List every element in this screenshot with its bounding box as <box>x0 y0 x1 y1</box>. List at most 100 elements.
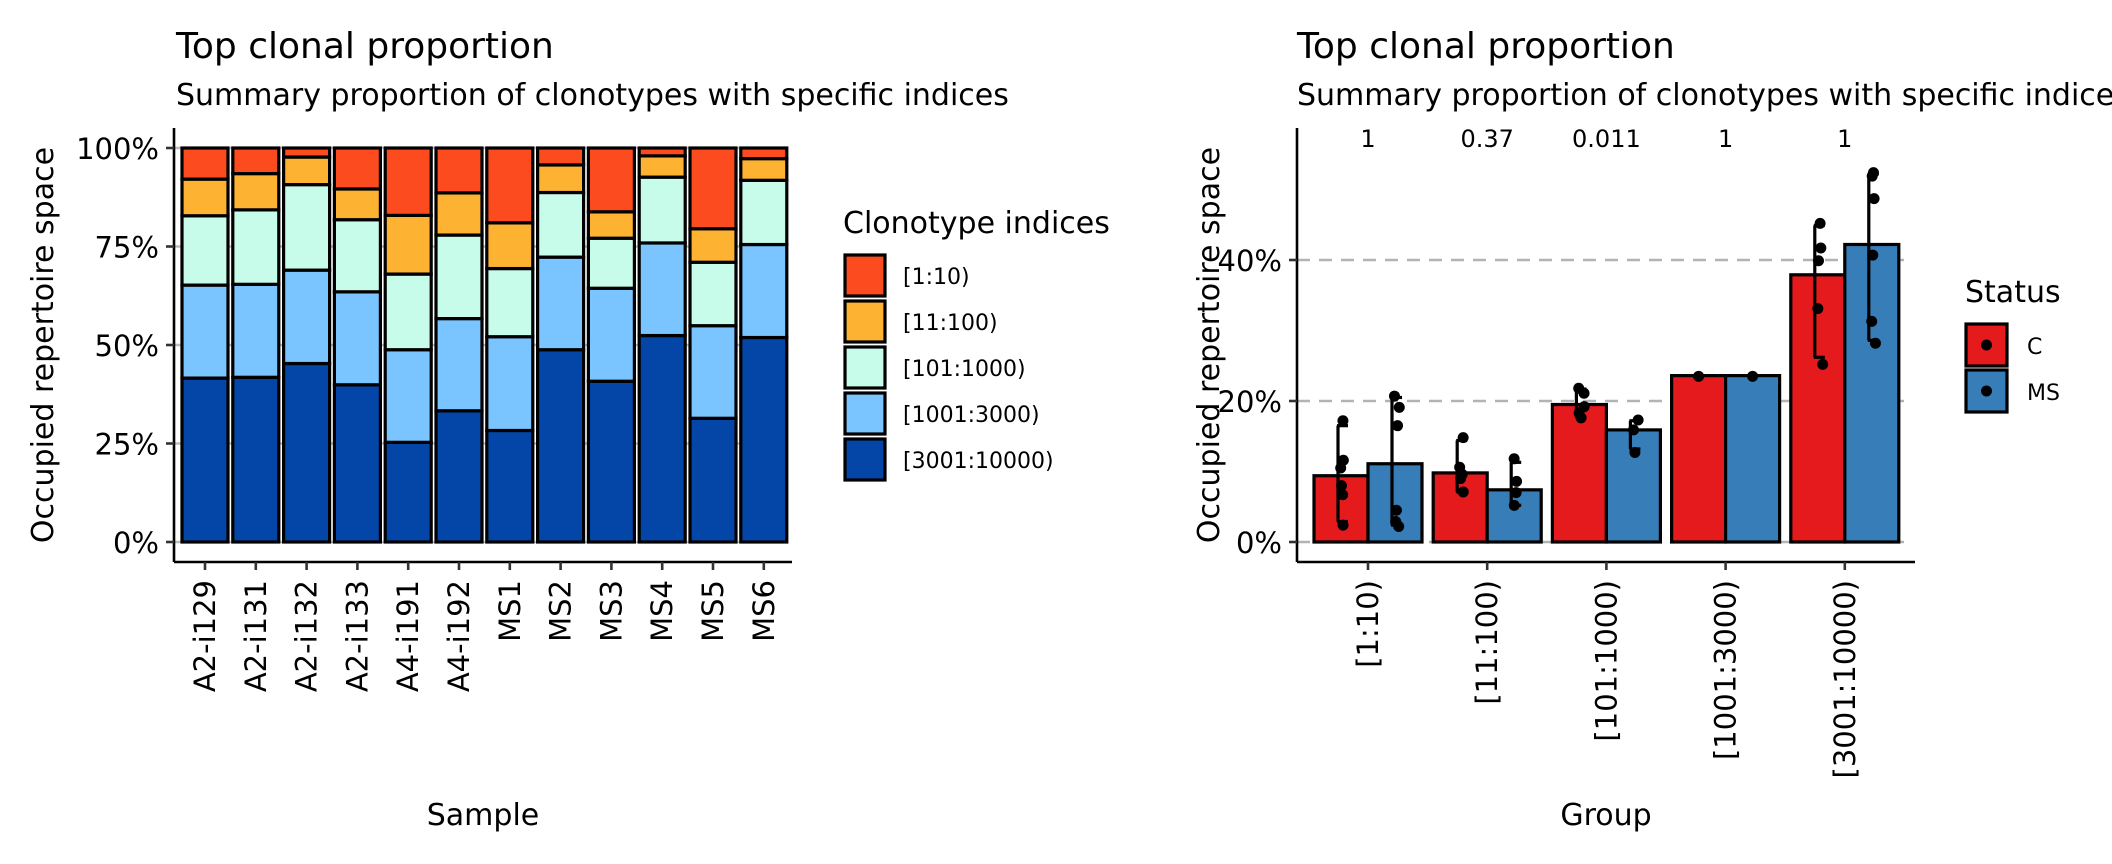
legend-key-label: [1001:3000) <box>903 403 1040 428</box>
left-x-tick-label: A4-i192 <box>442 580 476 692</box>
grouped-bar-panel: Top clonal proportion Summary proportion… <box>1192 26 2112 833</box>
stacked-bar-segment <box>637 175 687 245</box>
stacked-bar-segment <box>688 324 738 420</box>
data-point <box>1812 255 1824 267</box>
stacked-bar-segment <box>586 379 637 544</box>
right-points <box>1335 167 1881 532</box>
stacked-bar-segment <box>637 154 687 179</box>
left-chart-title: Top clonal proportion <box>175 26 554 67</box>
stacked-bar-segment <box>637 146 687 158</box>
right-bars <box>1312 242 1901 544</box>
stacked-bar-segment <box>739 242 789 340</box>
data-point <box>1812 303 1824 315</box>
status-bar-c <box>1550 402 1609 544</box>
legend-key-label: [11:100) <box>903 311 998 336</box>
status-bar-ms <box>1843 242 1901 544</box>
left-x-tick-label: MS4 <box>645 580 679 642</box>
p-value-label: 1 <box>1718 125 1733 153</box>
right-x-tick-label: [101:1000) <box>1589 580 1623 742</box>
stacked-bar-segment <box>485 428 535 544</box>
right-x-tick-label: [1:10) <box>1351 580 1385 668</box>
data-point <box>1337 415 1349 427</box>
legend-key-swatch-ms <box>1964 368 2009 414</box>
status-bar-ms <box>1604 428 1663 544</box>
right-y-tick-label: 0% <box>1236 526 1282 560</box>
left-chart-subtitle: Summary proportion of clonotypes with sp… <box>176 78 1009 113</box>
stacked-bar-segment <box>688 227 738 264</box>
stacked-bar-segment <box>739 335 789 544</box>
stacked-bar-segment <box>231 146 281 176</box>
stacked-bar-segment <box>688 146 738 231</box>
stacked-bar-segment <box>434 409 484 544</box>
left-y-ticks: 0% 25% 50% 75% 100% <box>76 132 174 560</box>
stacked-bar-segment <box>485 335 535 433</box>
stacked-bar-segment <box>688 260 738 328</box>
data-point <box>1457 432 1469 444</box>
legend-key-label: C <box>2027 335 2042 360</box>
stacked-bar-segment <box>180 376 230 544</box>
data-point <box>1814 217 1826 229</box>
stacked-bar-segment <box>586 236 637 290</box>
data-point <box>1578 387 1590 399</box>
stacked-bar-segment <box>332 290 382 387</box>
left-x-tick-label: MS5 <box>696 580 730 642</box>
stacked-bar-segment <box>282 183 332 272</box>
status-bar-ms <box>1723 374 1782 544</box>
stacked-bar-segment <box>434 233 484 321</box>
left-y-tick-label: 0% <box>113 526 159 560</box>
left-y-tick-label: 75% <box>95 231 159 265</box>
left-x-tick-label: MS2 <box>544 580 578 642</box>
right-chart-title: Top clonal proportion <box>1296 26 1675 67</box>
stacked-bar-segment <box>383 146 433 217</box>
data-point <box>1817 358 1829 370</box>
data-point <box>1867 249 1879 261</box>
data-point <box>1628 424 1640 436</box>
status-bar-c <box>1431 471 1489 544</box>
p-value-label: 1 <box>1837 125 1852 153</box>
left-legend-title: Clonotype indices <box>843 206 1110 241</box>
stacked-bar-segment <box>739 146 789 161</box>
stacked-bar-segment <box>383 440 433 544</box>
stacked-bar-segment <box>535 255 586 352</box>
legend-key-label: MS <box>2027 381 2060 406</box>
data-point <box>1510 487 1522 499</box>
stacked-bar-segment <box>535 146 586 167</box>
stacked-bar-segment <box>180 146 230 181</box>
p-value-label: 1 <box>1360 125 1375 153</box>
stacked-bar-segment <box>332 383 382 544</box>
data-point <box>1392 420 1404 432</box>
stacked-bar-segment <box>637 333 687 544</box>
data-point <box>1866 315 1878 327</box>
left-x-tick-label: A2-i132 <box>290 580 324 692</box>
stacked-bar-segment <box>739 157 789 182</box>
stacked-bar-panel: Top clonal proportion Summary proportion… <box>26 26 1110 833</box>
right-chart-subtitle: Summary proportion of clonotypes with sp… <box>1297 78 2112 113</box>
right-legend: Status C MS <box>1964 275 2061 414</box>
data-point <box>1337 489 1349 501</box>
stacked-bar-segment <box>282 155 332 187</box>
data-point <box>1388 390 1400 402</box>
left-y-axis-title: Occupied repertoire space <box>26 147 61 543</box>
right-legend-title: Status <box>1965 275 2061 310</box>
left-x-tick-label: MS6 <box>747 580 781 642</box>
right-x-ticks: [1:10) [11:100) [101:1000) [1001:3000) [3001… <box>1351 562 1862 778</box>
data-point <box>1508 453 1520 465</box>
stacked-bar-segment <box>231 375 281 544</box>
stacked-bar-segment <box>586 286 637 383</box>
left-bars <box>180 146 789 544</box>
stacked-bar-segment <box>282 268 332 366</box>
data-point <box>1869 337 1881 349</box>
stacked-bar-segment <box>231 172 281 212</box>
legend-point-icon <box>1981 339 1992 351</box>
data-point <box>1393 520 1405 532</box>
stacked-bar-segment <box>282 146 332 159</box>
stacked-bar-segment <box>434 191 484 237</box>
data-point <box>1815 242 1827 254</box>
stacked-bar-segment <box>383 348 433 444</box>
legend-key-label: [101:1000) <box>903 357 1026 382</box>
left-x-tick-label: A2-i133 <box>340 580 374 692</box>
legend-key-swatch <box>843 345 887 390</box>
stacked-bar-segment <box>383 272 433 352</box>
stacked-bar-segment <box>231 208 281 286</box>
